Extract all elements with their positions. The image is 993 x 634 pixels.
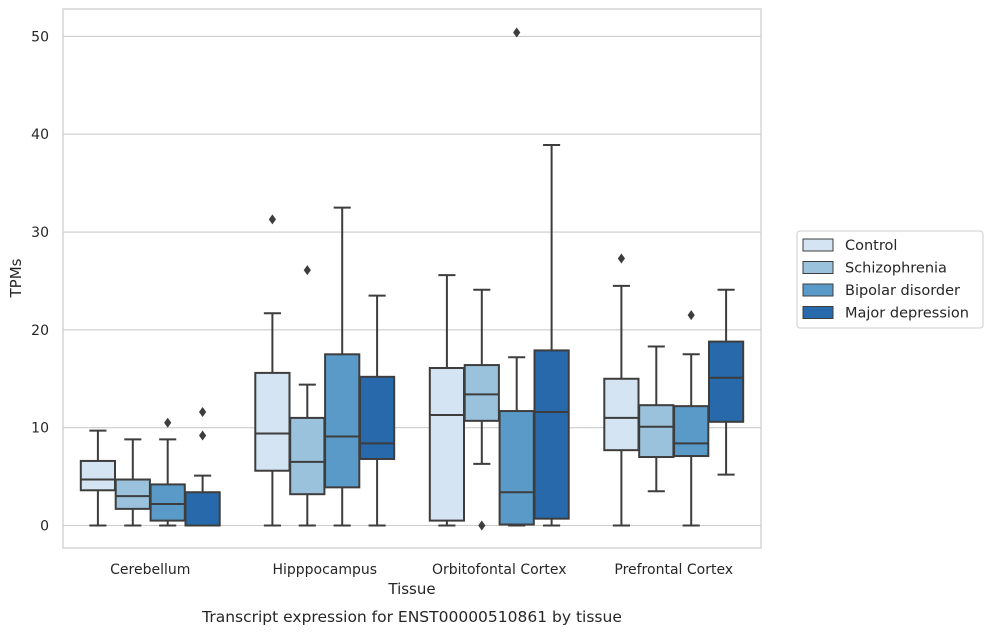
y-axis-label: TPMs: [7, 258, 25, 298]
y-tick-label: 40: [31, 127, 49, 143]
box-0-2: [428, 274, 466, 527]
grid-lines: [63, 35, 761, 527]
box-0-3: [603, 253, 640, 527]
iqr-box: [638, 404, 675, 459]
box-0-0: [79, 429, 117, 527]
legend-label: Control: [845, 238, 897, 254]
legend: Control Schizophrenia Bipolar disorder Majo…: [796, 230, 984, 329]
box-groups: [79, 27, 745, 531]
outlier-point: [164, 417, 172, 428]
iqr-box: [463, 364, 500, 422]
iqr-box: [707, 340, 745, 423]
iqr-box: [79, 459, 117, 492]
box-0-1: [254, 214, 291, 527]
box-2-3: [673, 310, 710, 527]
x-tick-label: Prefrontal Cortex: [614, 562, 733, 578]
outlier-point: [687, 310, 695, 321]
legend-item: Major depression: [802, 306, 969, 322]
outlier-point: [199, 407, 207, 418]
legend-item: Schizophrenia: [802, 261, 947, 277]
outlier-point: [199, 430, 207, 441]
outlier-point: [617, 253, 625, 264]
y-tick-label: 30: [31, 225, 49, 241]
legend-item: Bipolar disorder: [802, 283, 960, 299]
outlier-point: [303, 265, 311, 276]
y-tick-label: 0: [40, 519, 49, 535]
iqr-box: [149, 483, 186, 522]
outlier-point: [268, 214, 276, 225]
legend-frame: [796, 230, 984, 329]
iqr-box: [428, 367, 466, 522]
box-1-0: [114, 438, 151, 527]
box-2-1: [324, 206, 361, 527]
legend-swatch: [802, 306, 834, 319]
iqr-box: [498, 410, 535, 526]
legend-label: Major depression: [845, 306, 969, 322]
x-tick-label: Orbitofontal Cortex: [432, 562, 567, 578]
legend-swatch: [802, 238, 834, 252]
iqr-box: [533, 349, 570, 520]
box-3-0: [184, 407, 221, 527]
iqr-box: [114, 478, 151, 510]
x-tick-labels: Cerebellum Hipppocampus Orbitofontal Corte…: [110, 562, 733, 578]
x-tick-label: Hipppocampus: [272, 562, 377, 578]
box-3-3: [707, 288, 745, 476]
box-2-2: [498, 27, 535, 527]
iqr-box: [184, 491, 221, 527]
iqr-box: [254, 371, 291, 472]
legend-items: Control Schizophrenia Bipolar disorder Majo…: [802, 238, 969, 322]
iqr-box: [603, 377, 640, 452]
legend-label: Bipolar disorder: [845, 283, 960, 299]
plot-frame: [62, 8, 762, 549]
box-3-2: [533, 143, 570, 527]
box-1-1: [289, 265, 326, 527]
outlier-point: [478, 520, 486, 531]
chart-caption: Transcript expression for ENST0000051086…: [201, 608, 622, 626]
y-tick-label: 50: [31, 29, 49, 45]
x-tick-label: Cerebellum: [110, 562, 190, 578]
legend-swatch: [802, 283, 834, 297]
y-tick-label: 20: [31, 323, 49, 339]
legend-swatch: [802, 261, 834, 274]
outlier-point: [513, 27, 521, 38]
iqr-box: [358, 375, 396, 460]
y-tick-labels: 0 10 20 30 40 50: [31, 29, 49, 534]
iqr-box: [324, 353, 361, 489]
y-tick-label: 10: [31, 421, 49, 437]
x-axis-label: Tissue: [387, 580, 435, 598]
box-1-3: [638, 345, 675, 493]
box-1-2: [463, 288, 500, 531]
legend-label: Schizophrenia: [845, 261, 947, 277]
box-2-0: [149, 417, 186, 527]
box-3-1: [358, 294, 396, 527]
iqr-box: [673, 405, 710, 458]
iqr-box: [289, 416, 326, 496]
legend-item: Control: [802, 238, 897, 254]
